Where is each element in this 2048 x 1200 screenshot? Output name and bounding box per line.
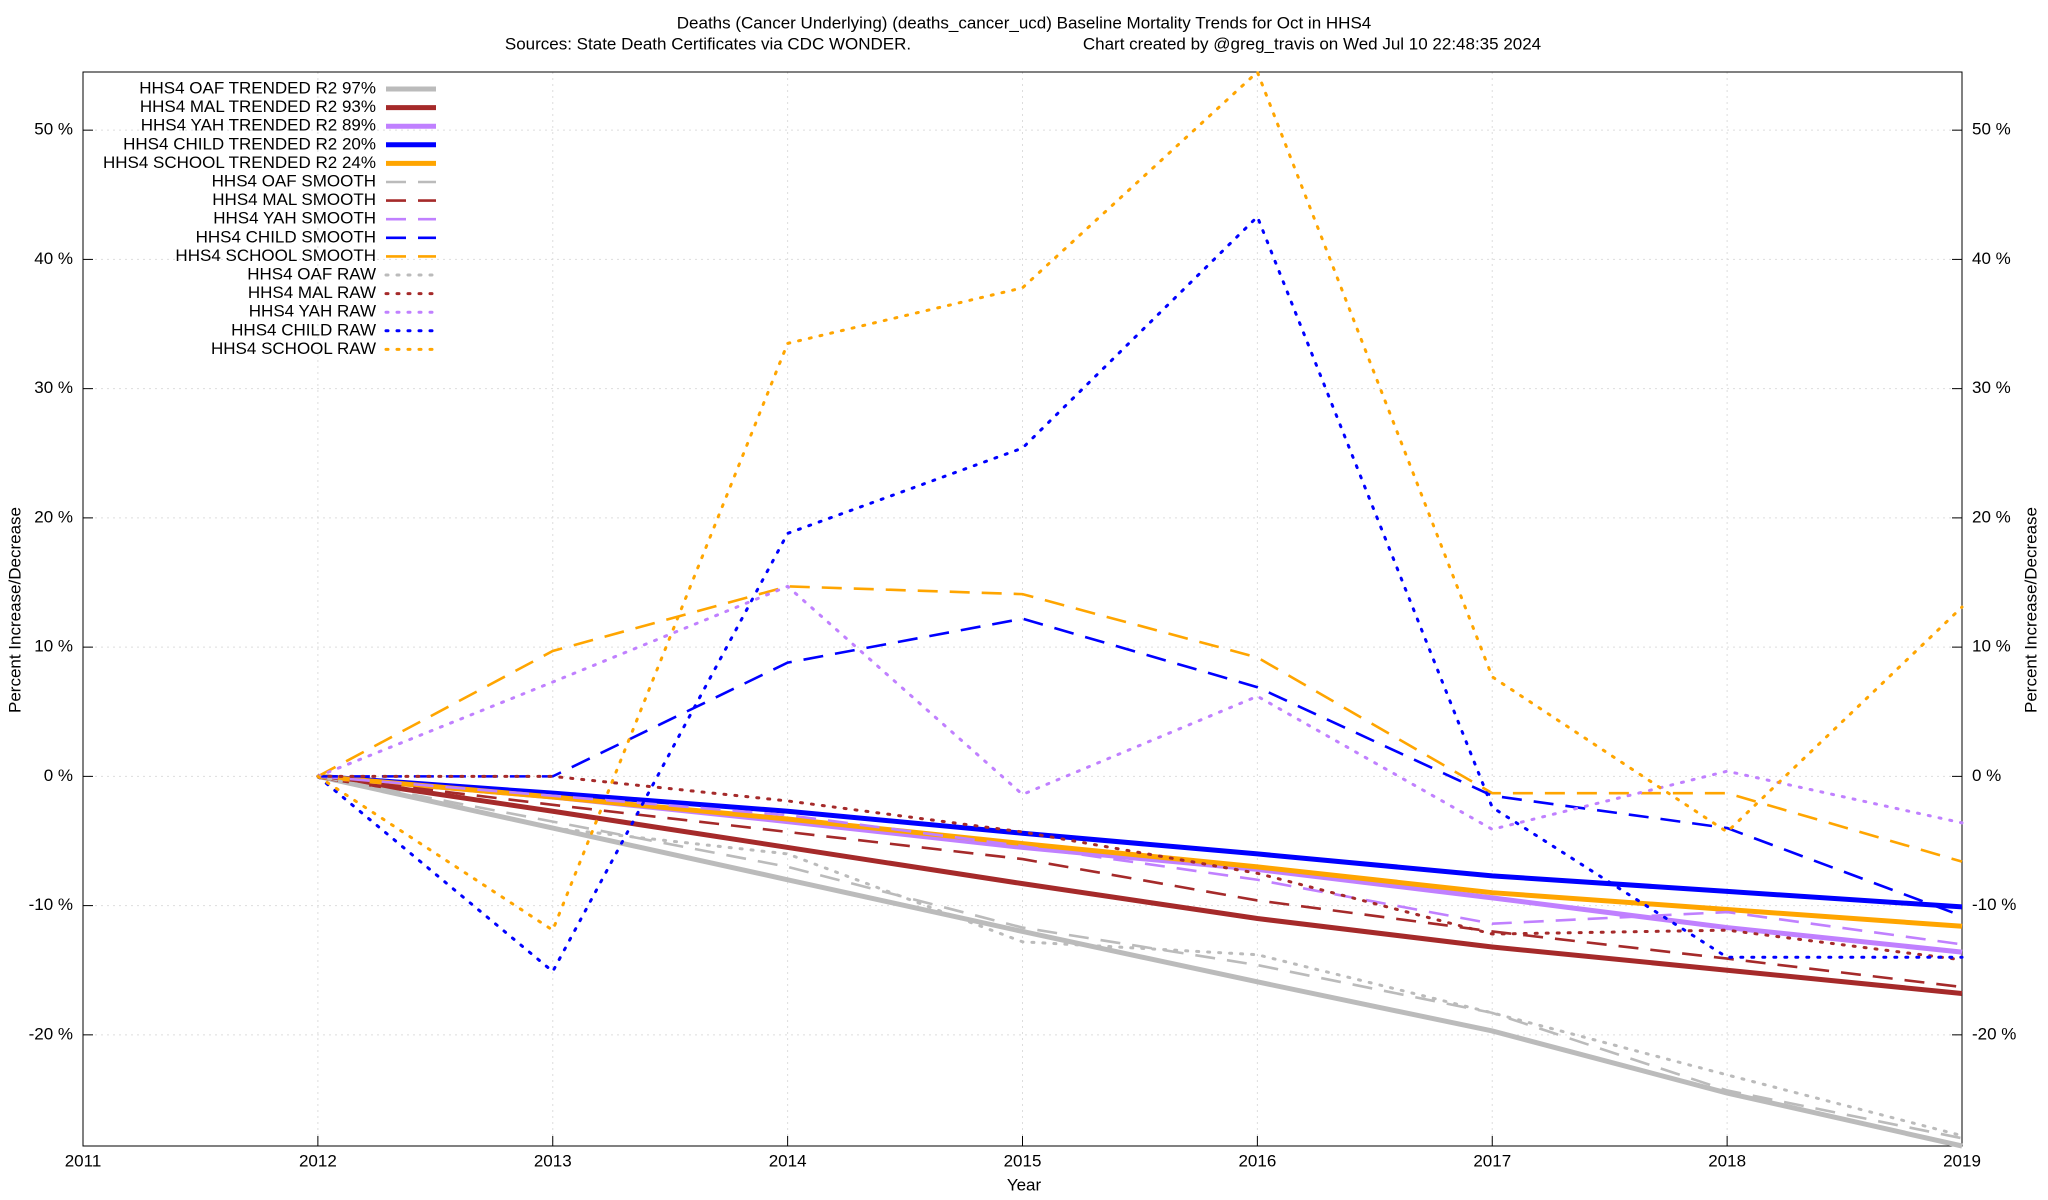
x-tick-label: 2013: [534, 1151, 572, 1170]
x-tick-label: 2018: [1708, 1151, 1746, 1170]
y2-axis-label: Percent Increase/Decrease: [2021, 507, 2040, 713]
series-line: [317, 775, 1963, 989]
series-line: [317, 775, 1963, 1140]
legend-label: HHS4 MAL RAW: [248, 283, 376, 302]
series-line: [316, 774, 1964, 1138]
y-tick-label: 20 %: [34, 507, 73, 526]
x-axis-label: Year: [1007, 1175, 1042, 1194]
plot-frame: [82, 71, 1963, 1147]
legend-label: HHS4 YAH SMOOTH: [213, 209, 376, 228]
legend-label: HHS4 SCHOOL SMOOTH: [175, 246, 376, 265]
legend-label: HHS4 CHILD TRENDED R2 20%: [123, 134, 376, 153]
y2-tick-label: 50 %: [1972, 120, 2011, 139]
series-line: [317, 773, 1963, 1149]
y2-tick-label: 20 %: [1972, 507, 2011, 526]
legend-label: HHS4 YAH TRENDED R2 89%: [141, 116, 376, 135]
y2-tick-label: 30 %: [1972, 378, 2011, 397]
series-line: [316, 214, 1964, 974]
series-line: [317, 585, 1963, 863]
y-tick-label: 50 %: [34, 120, 73, 139]
series-line: [316, 69, 1964, 933]
x-tick-label: 2015: [1004, 1151, 1042, 1170]
y2-tick-label: -20 %: [1972, 1024, 2016, 1043]
legend-label: HHS4 YAH RAW: [249, 302, 376, 321]
legend-label: HHS4 MAL SMOOTH: [212, 190, 376, 209]
chart-title: Deaths (Cancer Underlying) (deaths_cance…: [677, 13, 1371, 32]
x-tick-label: 2011: [65, 1151, 102, 1170]
x-tick-label: 2017: [1473, 1151, 1511, 1170]
y-tick-label: 40 %: [34, 249, 73, 268]
series-line: [317, 773, 1963, 955]
legend-label: HHS4 SCHOOL TRENDED R2 24%: [103, 153, 376, 172]
legend-label: HHS4 SCHOOL RAW: [211, 339, 376, 358]
x-tick-label: 2016: [1238, 1151, 1276, 1170]
legend-label: HHS4 MAL TRENDED R2 93%: [140, 97, 376, 116]
y-axis-label: Percent Increase/Decrease: [5, 507, 24, 713]
y2-tick-label: 40 %: [1972, 249, 2011, 268]
y-tick-label: 10 %: [34, 637, 73, 656]
legend-label: HHS4 CHILD RAW: [231, 320, 376, 339]
y-tick-label: 30 %: [34, 378, 73, 397]
series-line: [317, 775, 1963, 946]
legend-label: HHS4 CHILD SMOOTH: [196, 227, 376, 246]
series-line: [316, 774, 1964, 962]
chart-subtitle: Sources: State Death Certificates via CD…: [505, 34, 911, 53]
legend-label: HHS4 OAF TRENDED R2 97%: [139, 78, 376, 97]
series-line: [317, 773, 1963, 910]
y-tick-label: -10 %: [29, 895, 73, 914]
chart-credit: Chart created by @greg_travis on Wed Jul…: [1083, 34, 1541, 53]
legend-label: HHS4 OAF RAW: [247, 264, 376, 283]
series-line: [317, 773, 1963, 996]
x-tick-label: 2012: [299, 1151, 337, 1170]
series-line: [316, 584, 1964, 831]
x-tick-label: 2014: [769, 1151, 807, 1170]
y2-tick-label: -10 %: [1972, 895, 2016, 914]
y2-tick-label: 10 %: [1972, 637, 2011, 656]
y-tick-label: 0 %: [44, 766, 73, 785]
series-line: [317, 617, 1963, 918]
y2-tick-label: 0 %: [1972, 766, 2001, 785]
y-tick-label: -20 %: [29, 1024, 73, 1043]
series-line: [317, 773, 1963, 929]
x-tick-label: 2019: [1943, 1151, 1981, 1170]
legend-label: HHS4 OAF SMOOTH: [212, 171, 376, 190]
